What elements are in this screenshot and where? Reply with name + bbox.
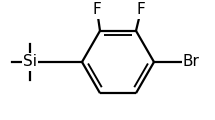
Text: Br: Br: [183, 54, 200, 69]
Text: F: F: [93, 3, 101, 18]
Text: F: F: [137, 3, 145, 18]
Text: Si: Si: [23, 54, 37, 69]
